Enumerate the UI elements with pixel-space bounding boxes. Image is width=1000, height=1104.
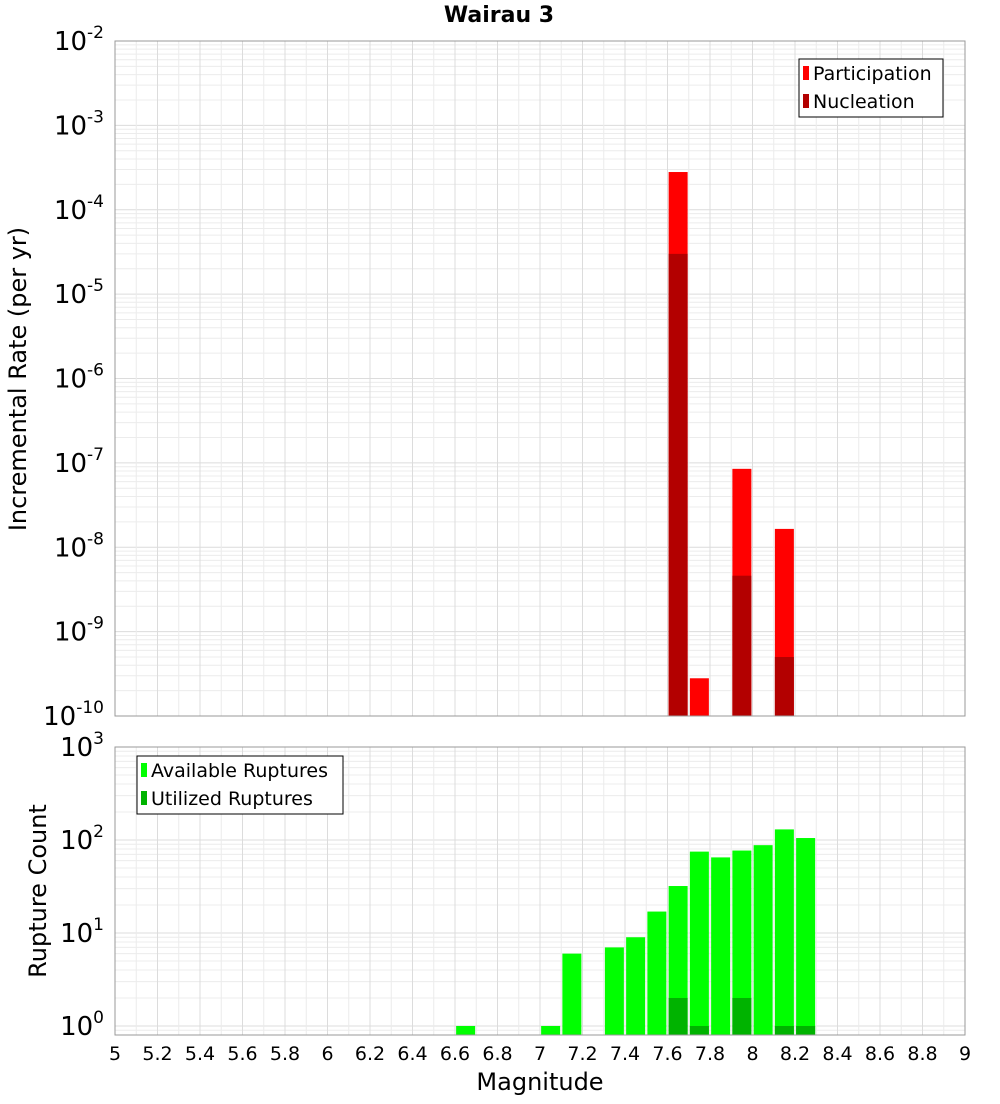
x-tick-label: 7 (534, 1043, 546, 1065)
bar-primary (796, 838, 816, 1035)
bar-primary (541, 1025, 561, 1035)
plot-frame (114, 746, 966, 1036)
legend-box (798, 58, 944, 118)
bar-secondary (689, 1025, 709, 1035)
panel-1: 10-10 10-9 10-8 10-7 10-6 10-5 10-4 10-3 10-2 Par… (43, 23, 966, 732)
y-tick-label: 10-2 (54, 23, 104, 57)
y-tick-label: 103 (60, 729, 104, 763)
chart-title: Wairau 3 (444, 3, 554, 28)
x-tick-label: 6.8 (482, 1043, 512, 1065)
x-tick-label: 7.4 (610, 1043, 640, 1065)
legend-swatch (803, 66, 809, 80)
x-tick-label: 8 (746, 1043, 758, 1065)
bar-primary (626, 937, 646, 1035)
top-y-axis-label: Incremental Rate (per yr) (4, 227, 32, 531)
legend-label: Utilized Ruptures (151, 788, 313, 810)
bar-primary (647, 911, 667, 1035)
legend-label: Participation (813, 63, 932, 85)
bar-secondary (668, 253, 688, 716)
legend-label: Nucleation (813, 91, 915, 113)
x-tick-label: 7.6 (652, 1043, 682, 1065)
legend-swatch (141, 763, 147, 777)
bar-secondary (774, 1025, 794, 1035)
x-tick-label: 8.8 (907, 1043, 937, 1065)
y-tick-label: 10-3 (54, 107, 104, 141)
bar-primary (689, 678, 709, 716)
bar-primary (732, 850, 752, 1035)
bar-primary (689, 851, 709, 1035)
y-tick-label: 10-9 (54, 614, 104, 648)
x-tick-label: 8.6 (865, 1043, 895, 1065)
legend-swatch (141, 791, 147, 805)
legend-label: Available Ruptures (151, 760, 328, 782)
y-tick-label: 10-4 (54, 192, 104, 226)
plot-frame (114, 40, 966, 717)
x-tick-label: 5.8 (270, 1043, 300, 1065)
bar-secondary (796, 1025, 816, 1035)
bar-primary (753, 845, 773, 1035)
x-tick-label: 5 (109, 1043, 121, 1065)
bar-primary (711, 857, 731, 1035)
x-tick-label: 6.6 (440, 1043, 470, 1065)
y-tick-label: 102 (60, 822, 104, 856)
y-tick-label: 101 (60, 915, 104, 949)
panel-2: 100 101 102 103 Available Ruptures Utilized R… (60, 729, 971, 1065)
x-tick-label: 6.2 (355, 1043, 385, 1065)
x-tick-label: 7.8 (695, 1043, 725, 1065)
y-tick-label: 10-5 (54, 276, 104, 310)
bottom-y-axis-label: Rupture Count (24, 804, 52, 978)
y-tick-label: 10-8 (54, 529, 104, 563)
x-tick-label: 6.4 (397, 1043, 427, 1065)
bar-secondary (732, 575, 752, 716)
y-tick-label: 10-7 (54, 445, 104, 479)
x-tick-label: 9 (959, 1043, 971, 1065)
bar-primary (668, 886, 688, 1035)
bar-primary (774, 829, 794, 1035)
x-tick-label: 8.4 (822, 1043, 852, 1065)
x-tick-label: 5.2 (142, 1043, 172, 1065)
bar-primary (562, 953, 582, 1035)
x-tick-label: 7.2 (567, 1043, 597, 1065)
bar-primary (456, 1025, 476, 1035)
bar-secondary (732, 997, 752, 1035)
x-tick-label: 6 (321, 1043, 333, 1065)
y-tick-label: 10-6 (54, 361, 104, 395)
legend-swatch (803, 94, 809, 108)
y-tick-label: 100 (60, 1008, 104, 1042)
bar-secondary (668, 997, 688, 1035)
x-tick-label: 5.4 (185, 1043, 215, 1065)
bar-secondary (774, 657, 794, 716)
bar-primary (604, 947, 624, 1035)
y-tick-label: 10-10 (43, 698, 104, 732)
x-tick-label: 5.6 (227, 1043, 257, 1065)
legend-box (136, 755, 344, 815)
x-tick-label: 8.2 (780, 1043, 810, 1065)
x-axis-label: Magnitude (476, 1068, 603, 1096)
